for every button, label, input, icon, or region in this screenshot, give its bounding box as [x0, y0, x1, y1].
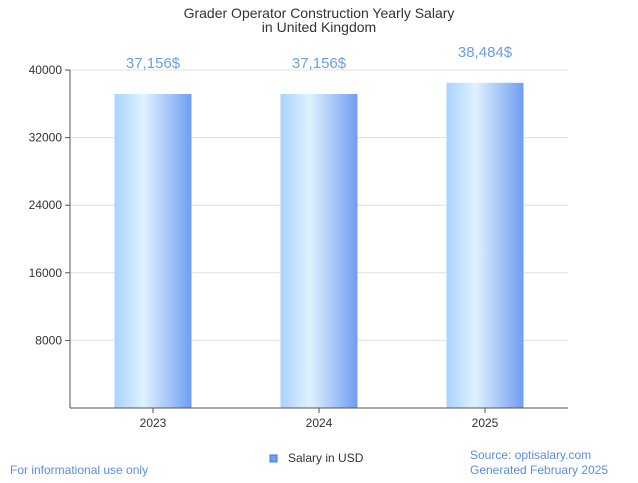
bars-layer: [114, 82, 524, 408]
generated-note: Generated February 2025: [470, 463, 608, 477]
x-tick-label: 2023: [140, 416, 167, 430]
chart-title-line-2: in United Kingdom: [262, 19, 376, 35]
y-tick-label: 16000: [29, 266, 63, 280]
y-tick-label: 32000: [29, 131, 63, 145]
y-tick-label: 8000: [35, 333, 62, 347]
legend-swatch: [269, 454, 278, 463]
bar-value-label: 38,484$: [458, 44, 513, 61]
x-tick-label: 2024: [306, 416, 333, 430]
informational-note: For informational use only: [10, 463, 148, 477]
legend[interactable]: Salary in USD: [269, 451, 364, 465]
y-tick-label: 24000: [29, 198, 63, 212]
x-tick-label: 2025: [472, 416, 499, 430]
chart-title-line-1: Grader Operator Construction Yearly Sala…: [184, 5, 455, 21]
source-note: Source: optisalary.com: [470, 448, 591, 462]
legend-label: Salary in USD: [288, 451, 364, 465]
bar-2024[interactable]: [280, 94, 358, 408]
bar-value-label: 37,156$: [126, 55, 181, 72]
bar-2023[interactable]: [114, 94, 192, 408]
labels-layer: 37,156$ 37,156$ 38,484$: [126, 44, 513, 72]
y-tick-label: 40000: [29, 63, 63, 77]
bar-2025[interactable]: [446, 82, 524, 408]
axis-layer: 8000 16000 24000 32000 40000 2023 2024 2025: [29, 63, 568, 430]
bar-value-label: 37,156$: [292, 55, 347, 72]
